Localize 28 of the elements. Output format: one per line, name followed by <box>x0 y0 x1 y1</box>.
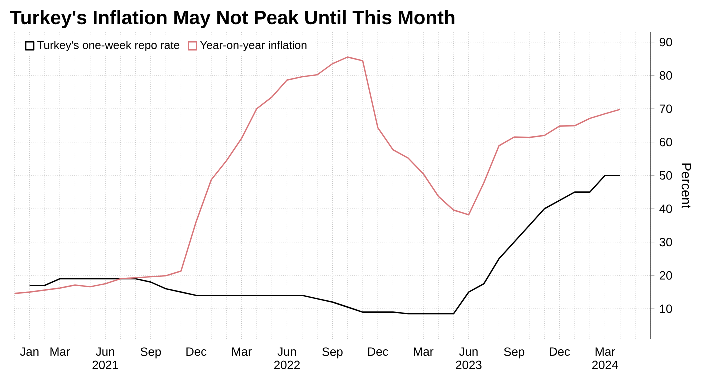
x-tick-label: Dec <box>368 348 388 356</box>
x-tick-label: Sep <box>504 348 525 359</box>
y-tick-label: 10 <box>660 304 672 314</box>
chart-title: Turkey's Inflation May Not Peak Until This Month <box>10 10 455 28</box>
x-tick-label: Mar <box>232 348 252 356</box>
line-series <box>14 56 622 294</box>
x-tick-label: Mar <box>50 348 70 356</box>
x-tick-label: Dec <box>550 348 570 356</box>
y-tick-label: 70 <box>660 104 672 114</box>
legend-label: Year-on-year inflation <box>200 40 307 52</box>
y-tick-label: 90 <box>660 38 672 47</box>
y-tick-label: 60 <box>660 138 672 147</box>
x-tick-label: Jan <box>20 348 39 356</box>
x-tick-label: Dec <box>186 348 207 356</box>
x-tick-label: Mar <box>414 348 434 356</box>
y-tick-label: 50 <box>660 171 672 180</box>
y-tick-label: 20 <box>660 271 672 280</box>
x-tick-label: Jun 2021 <box>92 348 118 370</box>
y-tick-label: 30 <box>660 238 672 247</box>
x-tick-label: Sep <box>140 348 162 359</box>
x-tick-label: Sep <box>322 348 343 359</box>
y-tick-label: 80 <box>660 71 672 80</box>
x-tick-label: Jun 2023 <box>456 348 482 370</box>
y-axis-title: Percent <box>682 164 692 209</box>
legend-label: Turkey's one-week repo rate <box>38 40 180 52</box>
x-tick-label: Jun 2022 <box>274 348 300 370</box>
x-tick-label: Mar 2024 <box>592 348 618 370</box>
y-tick-label: 40 <box>660 204 672 214</box>
